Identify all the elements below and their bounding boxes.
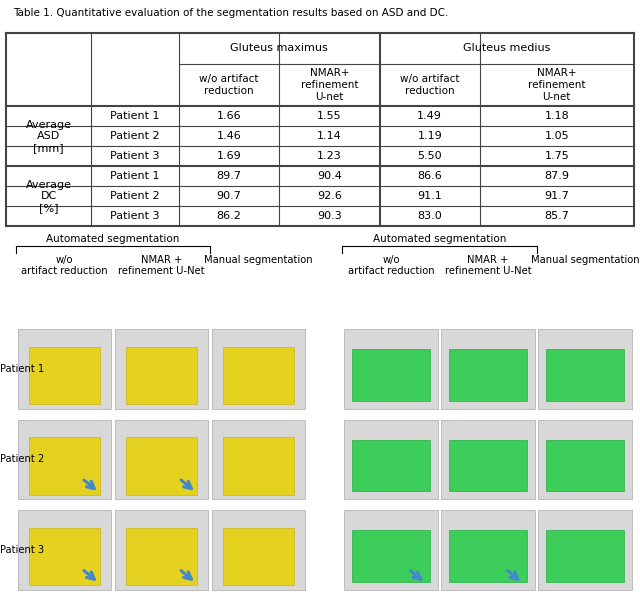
Bar [449, 530, 527, 582]
Bar [223, 347, 294, 404]
Text: 1.18: 1.18 [545, 111, 569, 122]
Text: Patient 1: Patient 1 [0, 364, 44, 374]
Bar [352, 530, 430, 582]
Text: w/o
artifact reduction: w/o artifact reduction [348, 255, 435, 276]
Bar [126, 347, 197, 404]
Bar [442, 510, 534, 590]
Text: 91.1: 91.1 [417, 191, 442, 201]
Text: Table 1. Quantitative evaluation of the segmentation results based on ASD and DC: Table 1. Quantitative evaluation of the … [13, 8, 448, 18]
Text: 89.7: 89.7 [216, 171, 241, 181]
Bar [538, 329, 632, 409]
Text: 1.66: 1.66 [217, 111, 241, 122]
Bar [546, 349, 624, 401]
Bar [126, 437, 197, 495]
Text: 1.69: 1.69 [217, 152, 241, 161]
Text: 1.46: 1.46 [217, 131, 241, 141]
Bar [29, 347, 100, 404]
Bar [442, 420, 534, 500]
Bar [223, 528, 294, 585]
Text: NMAR +
refinement U-Net: NMAR + refinement U-Net [445, 255, 531, 276]
Text: 87.9: 87.9 [544, 171, 569, 181]
Text: Patient 2: Patient 2 [110, 131, 160, 141]
Text: Average
ASD
[mm]: Average ASD [mm] [26, 120, 72, 153]
Text: 90.4: 90.4 [317, 171, 342, 181]
Text: 1.23: 1.23 [317, 152, 342, 161]
Text: NMAR +
refinement U-Net: NMAR + refinement U-Net [118, 255, 205, 276]
Text: Patient 2: Patient 2 [110, 191, 160, 201]
Text: 85.7: 85.7 [545, 211, 569, 221]
Text: Patient 3: Patient 3 [0, 545, 44, 555]
Text: Patient 3: Patient 3 [110, 152, 160, 161]
Text: 91.7: 91.7 [545, 191, 569, 201]
Bar [442, 329, 534, 409]
Text: 5.50: 5.50 [417, 152, 442, 161]
Bar [29, 437, 100, 495]
Text: Automated segmentation: Automated segmentation [372, 234, 506, 244]
Text: Gluteus medius: Gluteus medius [463, 43, 550, 53]
Bar [115, 420, 208, 500]
Text: Manual segmentation: Manual segmentation [204, 255, 313, 265]
Bar [344, 329, 438, 409]
Text: 86.2: 86.2 [216, 211, 241, 221]
Bar [115, 510, 208, 590]
Text: 1.49: 1.49 [417, 111, 442, 122]
Text: 1.14: 1.14 [317, 131, 342, 141]
Text: Patient 3: Patient 3 [110, 211, 160, 221]
Bar [212, 510, 305, 590]
Text: Average
DC
[%]: Average DC [%] [26, 180, 72, 213]
Bar [352, 440, 430, 491]
Bar [18, 329, 111, 409]
Bar [18, 420, 111, 500]
Text: 1.19: 1.19 [417, 131, 442, 141]
Bar [449, 440, 527, 491]
Text: NMAR+
refinement
U-net: NMAR+ refinement U-net [528, 68, 586, 102]
Bar [212, 329, 305, 409]
Text: Patient 2: Patient 2 [0, 455, 44, 464]
Bar [29, 528, 100, 585]
Text: 86.6: 86.6 [417, 171, 442, 181]
Text: 92.6: 92.6 [317, 191, 342, 201]
Text: w/o
artifact reduction: w/o artifact reduction [21, 255, 108, 276]
Bar [344, 510, 438, 590]
Text: Patient 1: Patient 1 [110, 171, 160, 181]
Text: Manual segmentation: Manual segmentation [531, 255, 639, 265]
Bar [115, 329, 208, 409]
Bar [546, 530, 624, 582]
Bar [352, 349, 430, 401]
Text: 1.55: 1.55 [317, 111, 342, 122]
Bar [538, 420, 632, 500]
Text: NMAR+
refinement
U-net: NMAR+ refinement U-net [301, 68, 358, 102]
Text: 1.75: 1.75 [545, 152, 569, 161]
Bar [223, 437, 294, 495]
Text: Automated segmentation: Automated segmentation [46, 234, 180, 244]
Bar [18, 510, 111, 590]
Text: 90.7: 90.7 [216, 191, 241, 201]
Text: Gluteus maximus: Gluteus maximus [230, 43, 328, 53]
Text: w/o artifact
reduction: w/o artifact reduction [199, 74, 259, 96]
Text: Patient 1: Patient 1 [110, 111, 160, 122]
Text: 90.3: 90.3 [317, 211, 342, 221]
Text: 1.05: 1.05 [545, 131, 569, 141]
Bar [126, 528, 197, 585]
Bar [212, 420, 305, 500]
Text: w/o artifact
reduction: w/o artifact reduction [400, 74, 460, 96]
Text: 83.0: 83.0 [417, 211, 442, 221]
Bar [449, 349, 527, 401]
Bar [344, 420, 438, 500]
Bar [546, 440, 624, 491]
Bar [538, 510, 632, 590]
